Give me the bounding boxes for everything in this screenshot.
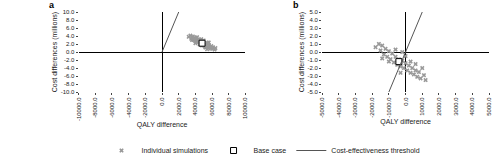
svg-text:0.0: 0.0 [159,97,165,106]
svg-text:3.0: 3.0 [310,25,319,31]
svg-text:2000.0: 2000.0 [176,97,182,116]
svg-text:1000.0: 1000.0 [419,97,425,116]
svg-text:3000.0: 3000.0 [453,97,459,116]
svg-text:-4.0: -4.0 [64,65,75,71]
svg-text:2000.0: 2000.0 [436,97,442,116]
svg-text:a: a [49,0,55,10]
svg-text:4000.0: 4000.0 [469,97,475,116]
svg-text:4000.0: 4000.0 [192,97,198,116]
svg-text:5000.0: 5000.0 [486,97,492,116]
svg-text:b: b [293,0,299,10]
svg-text:Cost-effectiveness threshold: Cost-effectiveness threshold [331,147,419,154]
svg-text:-3000.0: -3000.0 [352,97,358,118]
svg-text:-8.0: -8.0 [64,81,75,87]
svg-text:0.0: 0.0 [310,49,319,55]
svg-text:-5000.0: -5000.0 [319,97,325,118]
svg-text:1.0: 1.0 [310,41,319,47]
svg-text:QALY difference: QALY difference [137,121,188,129]
svg-text:Base case: Base case [254,147,287,154]
svg-text:-1.0: -1.0 [308,57,319,63]
svg-text:-5.0: -5.0 [308,89,319,95]
svg-text:-2.0: -2.0 [308,65,319,71]
svg-text:Individual simulations: Individual simulations [142,147,209,154]
svg-text:6000.0: 6000.0 [209,97,215,116]
svg-text:-4.0: -4.0 [308,81,319,87]
svg-text:5.0: 5.0 [310,9,319,15]
svg-text:4.0: 4.0 [310,17,319,23]
svg-text:-6000.0: -6000.0 [109,97,115,118]
svg-text:0.0: 0.0 [66,49,75,55]
svg-text:-10000.0: -10000.0 [76,97,82,121]
svg-text:-3.0: -3.0 [308,73,319,79]
svg-text:-4000.0: -4000.0 [126,97,132,118]
svg-text:Cost differences (millions): Cost differences (millions) [51,12,59,92]
svg-text:QALY difference: QALY difference [380,118,431,126]
svg-text:2.0: 2.0 [66,41,75,47]
svg-text:8.0: 8.0 [66,17,75,23]
svg-text:-6.0: -6.0 [64,73,75,79]
svg-text:0.0: 0.0 [403,97,409,106]
svg-text:4.0: 4.0 [66,33,75,39]
svg-text:-8000.0: -8000.0 [92,97,98,118]
svg-text:-2000.0: -2000.0 [369,97,375,118]
svg-text:-1000.0: -1000.0 [386,97,392,118]
svg-text:2.0: 2.0 [310,33,319,39]
svg-text:6.0: 6.0 [66,25,75,31]
svg-text:8000.0: 8000.0 [226,97,232,116]
svg-text:Cost differences (millions): Cost differences (millions) [298,12,306,92]
svg-text:10000.0: 10000.0 [242,97,248,119]
svg-text:-4000.0: -4000.0 [336,97,342,118]
svg-text:-2.0: -2.0 [64,57,75,63]
svg-text:-10.0: -10.0 [61,89,75,95]
svg-text:-2000.0: -2000.0 [142,97,148,118]
svg-text:10.0: 10.0 [63,9,75,15]
